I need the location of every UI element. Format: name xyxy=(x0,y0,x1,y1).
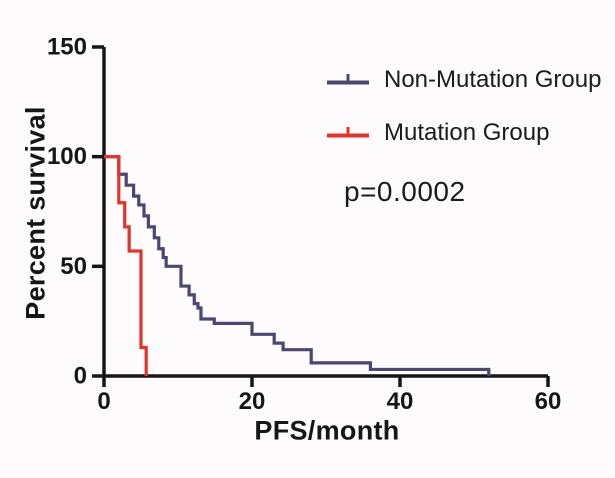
survival-curve-non-mutation-group xyxy=(104,155,491,376)
y-axis-title: Percent survival xyxy=(20,106,51,320)
x-tick-label: 40 xyxy=(387,388,414,415)
y-tick-label: 100 xyxy=(47,143,87,170)
y-tick-label: 150 xyxy=(47,34,87,61)
legend-label-mutation-group: Mutation Group xyxy=(384,119,550,146)
legend-item-mutation-group: Mutation Group xyxy=(326,119,601,147)
x-tick-label: 60 xyxy=(535,388,562,415)
x-tick-label: 0 xyxy=(97,388,110,415)
p-value-annotation: p=0.0002 xyxy=(344,176,466,207)
km-censor-tick-line-icon xyxy=(327,127,369,138)
survival-curve-mutation-group xyxy=(104,155,148,376)
legend: Non-Mutation Group Mutation Group xyxy=(326,66,601,172)
y-tick-label: 50 xyxy=(60,253,87,280)
legend-label-non-mutation-group: Non-Mutation Group xyxy=(384,66,602,93)
x-tick-label: 20 xyxy=(239,388,266,415)
legend-item-non-mutation-group: Non-Mutation Group xyxy=(326,66,601,94)
y-tick-label: 0 xyxy=(74,363,87,390)
x-axis-title: PFS/month xyxy=(254,415,400,446)
km-censor-tick-line-icon xyxy=(327,74,369,85)
